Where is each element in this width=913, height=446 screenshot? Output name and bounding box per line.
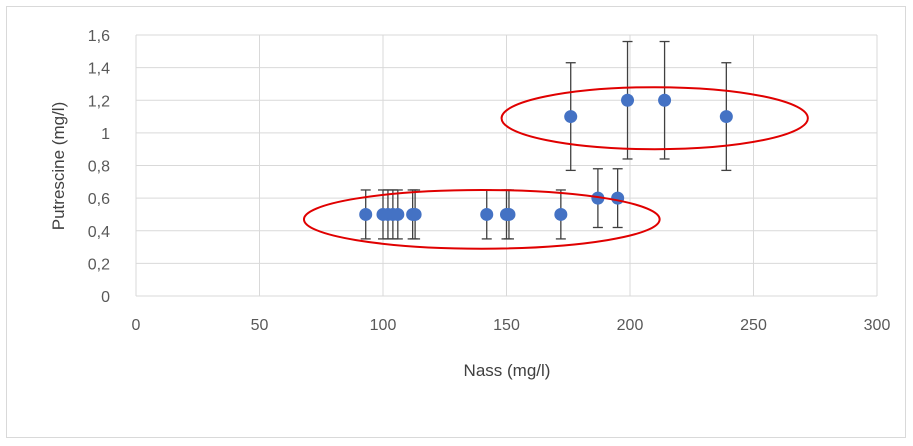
y-tick-label: 1,2	[88, 93, 110, 110]
x-tick-label: 100	[370, 317, 397, 334]
data-point	[480, 207, 494, 221]
y-tick-label: 1,6	[88, 28, 110, 45]
chart-area	[6, 6, 906, 438]
data-point	[564, 110, 578, 124]
highlight-ellipse	[302, 188, 661, 250]
data-point	[611, 191, 625, 205]
data-point	[591, 191, 605, 205]
y-tick-label: 0,6	[88, 191, 110, 208]
y-axis-title: Putrescine (mg/l)	[49, 102, 68, 230]
data-point	[719, 110, 733, 124]
y-tick-label: 1,4	[88, 61, 110, 78]
x-tick-label: 200	[617, 317, 644, 334]
y-tick-label: 0,4	[88, 224, 110, 241]
data-points	[359, 93, 733, 221]
x-tick-label: 0	[132, 317, 141, 334]
y-tick-label: 0	[101, 289, 110, 306]
data-point	[621, 93, 635, 107]
y-tick-label: 1	[101, 126, 110, 143]
y-tick-label: 0,8	[88, 159, 110, 176]
x-axis-title: Nass (mg/l)	[464, 361, 551, 380]
y-tick-label: 0,2	[88, 256, 110, 273]
x-tick-label: 300	[864, 317, 891, 334]
data-point	[554, 207, 568, 221]
data-point	[408, 207, 422, 221]
data-point	[359, 207, 373, 221]
tick-labels: 0 50 100 150 200 250 300 0 0,2 0,4 0,6 0,8 1 1,2 1,4 1,…	[88, 28, 891, 334]
highlight-ellipses	[302, 86, 809, 250]
data-point	[502, 207, 516, 221]
x-tick-label: 50	[251, 317, 269, 334]
highlight-ellipse	[500, 86, 809, 151]
data-point	[658, 93, 672, 107]
x-tick-label: 250	[740, 317, 767, 334]
data-point	[391, 207, 405, 221]
x-tick-label: 150	[493, 317, 520, 334]
gridlines	[135, 34, 878, 297]
